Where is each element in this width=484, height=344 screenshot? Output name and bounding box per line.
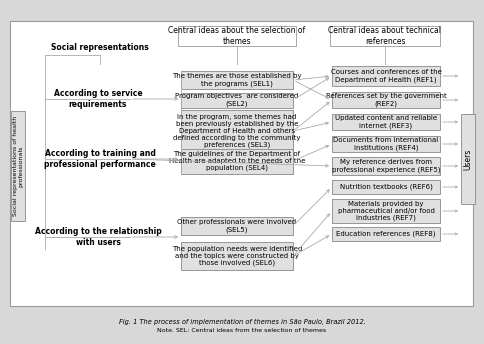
FancyBboxPatch shape (332, 114, 440, 130)
Text: Courses and conferences of the
Department of Health (REF1): Courses and conferences of the Departmen… (331, 69, 441, 83)
Text: Note. SEL: Central ideas from the selection of themes: Note. SEL: Central ideas from the select… (157, 329, 327, 333)
Text: According to training and
professional performance: According to training and professional p… (44, 149, 156, 169)
FancyBboxPatch shape (181, 71, 293, 89)
Text: Education references (REF8): Education references (REF8) (336, 231, 436, 237)
Text: Social representations: Social representations (51, 43, 149, 53)
Text: Social representations of health
professionals: Social representations of health profess… (13, 116, 23, 216)
Text: Central ideas about technical
references: Central ideas about technical references (329, 26, 441, 46)
FancyBboxPatch shape (181, 217, 293, 235)
Text: Program objectives  are considered
(SEL2): Program objectives are considered (SEL2) (175, 93, 299, 107)
Text: Fig. 1 The process of implementation of themes in São Paulo, Brazil 2012.: Fig. 1 The process of implementation of … (119, 319, 365, 325)
FancyBboxPatch shape (332, 157, 440, 175)
Text: The guidelines of the Department of
Health are adapted to the needs of the
popul: The guidelines of the Department of Heal… (169, 151, 305, 171)
FancyBboxPatch shape (181, 242, 293, 270)
Text: My reference derives from
professional experience (REF5): My reference derives from professional e… (332, 159, 440, 173)
FancyBboxPatch shape (332, 180, 440, 194)
Text: Documents from international
institutions (REF4): Documents from international institution… (333, 137, 439, 151)
Text: Other professionals were involved
(SEL5): Other professionals were involved (SEL5) (178, 219, 297, 233)
Text: In the program, some themes had
been previously established by the
Department of: In the program, some themes had been pre… (173, 114, 301, 148)
Text: The themes are those established by
the programs (SEL1): The themes are those established by the … (172, 73, 302, 87)
FancyBboxPatch shape (332, 136, 440, 152)
Text: The population needs were identified
and the topics were constructed by
those in: The population needs were identified and… (172, 246, 302, 266)
Text: Nutrition textbooks (REF6): Nutrition textbooks (REF6) (340, 184, 432, 190)
Text: Users: Users (464, 148, 472, 170)
FancyBboxPatch shape (332, 66, 440, 86)
FancyBboxPatch shape (178, 26, 296, 46)
Text: References set by the government
(REF2): References set by the government (REF2) (326, 93, 446, 107)
FancyBboxPatch shape (181, 93, 293, 107)
Text: According to service
requirements: According to service requirements (54, 89, 142, 109)
FancyBboxPatch shape (332, 227, 440, 241)
Text: Central ideas about the selection of
themes: Central ideas about the selection of the… (168, 26, 305, 46)
Text: Updated content and reliable
internet (REF3): Updated content and reliable internet (R… (335, 115, 437, 129)
FancyBboxPatch shape (181, 149, 293, 173)
FancyBboxPatch shape (332, 199, 440, 223)
Text: According to the relationship
with users: According to the relationship with users (35, 227, 161, 247)
FancyBboxPatch shape (461, 114, 475, 204)
FancyBboxPatch shape (181, 110, 293, 152)
FancyBboxPatch shape (11, 111, 25, 221)
FancyBboxPatch shape (10, 21, 473, 306)
FancyBboxPatch shape (330, 26, 440, 46)
Text: Materials provided by
pharmaceutical and/or food
industries (REF7): Materials provided by pharmaceutical and… (337, 201, 435, 221)
FancyBboxPatch shape (332, 92, 440, 108)
